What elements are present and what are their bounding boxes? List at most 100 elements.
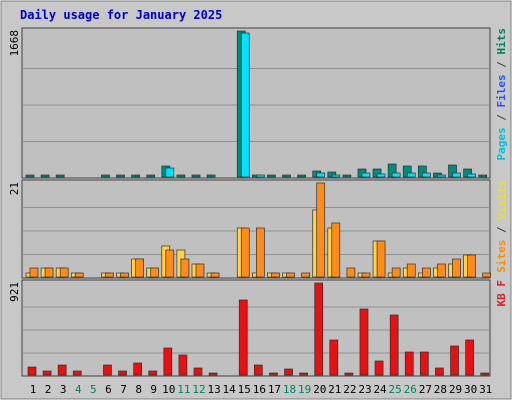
x-tick-label-24: 24	[373, 383, 387, 396]
x-tick-label-26: 26	[404, 383, 417, 396]
bar-middle-day-20-series-2	[316, 182, 326, 278]
bar-bottom-day-3-series-1	[57, 364, 67, 376]
bar-middle-day-19-series-2	[301, 272, 310, 278]
bar-middle-day-25-series-2	[391, 267, 401, 278]
bar-middle-day-30-series-2	[467, 254, 476, 278]
legend-part: /	[495, 220, 508, 240]
x-tick-label-3: 3	[60, 383, 67, 396]
bar-middle-day-12-series-2	[195, 263, 205, 278]
bar-bottom-day-1-series-1	[27, 366, 37, 376]
bar-bottom-day-24-series-1	[374, 360, 384, 376]
plot-area-middle	[21, 179, 491, 279]
bar-middle-day-3-series-2	[59, 267, 69, 278]
bar-middle-day-13-series-2	[210, 272, 220, 278]
x-tick-label-8: 8	[135, 383, 142, 396]
x-tick-label-21: 21	[328, 383, 341, 396]
bar-middle-day-21-series-2	[331, 222, 341, 278]
bar-bottom-day-15-series-1	[238, 299, 248, 376]
bar-top-day-3-series-1	[55, 174, 65, 178]
bar-middle-day-28-series-2	[437, 263, 446, 278]
bar-top-day-19-series-1	[297, 174, 306, 178]
bar-top-day-9-series-1	[146, 174, 156, 178]
bar-bottom-day-20-series-1	[314, 282, 324, 376]
x-tick-label-30: 30	[464, 383, 477, 396]
bar-bottom-day-13-series-1	[208, 372, 218, 376]
bar-bottom-day-21-series-1	[329, 339, 339, 376]
bar-top-day-30-series-2	[467, 173, 476, 178]
bar-middle-day-18-series-2	[286, 272, 295, 278]
bar-bottom-day-26-series-1	[404, 351, 414, 376]
panel-middle: 21 Sites / Visits	[8, 179, 508, 279]
chart-title: Daily usage for January 2025	[20, 8, 222, 22]
axis-max-label-bottom: 921	[8, 282, 21, 302]
bar-top-day-17-series-1	[267, 174, 276, 178]
legend-part: Sites	[495, 240, 508, 273]
legend-part: Files	[495, 74, 508, 107]
plot-area-bottom	[21, 279, 491, 377]
x-tick-label-5: 5	[90, 383, 97, 396]
bar-middle-day-24-series-2	[376, 240, 386, 278]
x-tick-label-20: 20	[313, 383, 326, 396]
x-tick-label-2: 2	[45, 383, 52, 396]
bar-middle-day-4-series-2	[74, 272, 84, 278]
bar-bottom-day-23-series-1	[359, 308, 369, 376]
bar-bottom-day-11-series-1	[178, 354, 188, 376]
bar-top-day-24-series-2	[376, 173, 386, 178]
bar-middle-day-29-series-2	[452, 258, 461, 278]
x-tick-label-10: 10	[162, 383, 175, 396]
bar-middle-day-10-series-2	[165, 249, 175, 278]
x-tick-label-22: 22	[343, 383, 356, 396]
bar-top-day-22-series-1	[342, 174, 352, 178]
bar-bottom-day-18-series-1	[284, 368, 293, 376]
bar-bottom-day-7-series-1	[118, 370, 127, 376]
bar-top-day-18-series-1	[282, 174, 291, 178]
x-tick-label-29: 29	[449, 383, 462, 396]
bar-middle-day-26-series-2	[406, 263, 416, 278]
bar-top-day-26-series-2	[406, 172, 416, 178]
x-tick-label-4: 4	[75, 383, 82, 396]
bar-top-day-21-series-2	[331, 174, 341, 178]
bar-middle-day-27-series-2	[421, 267, 431, 278]
x-tick-label-14: 14	[223, 383, 237, 396]
bar-bottom-day-19-series-1	[299, 372, 308, 376]
legend-part: Pages	[495, 127, 508, 160]
bar-bottom-day-8-series-1	[133, 362, 142, 376]
x-tick-label-17: 17	[268, 383, 281, 396]
bar-top-day-20-series-2	[316, 172, 326, 178]
bar-middle-day-22-series-2	[346, 267, 356, 278]
bar-top-day-13-series-1	[206, 174, 216, 178]
bar-middle-day-17-series-2	[271, 272, 280, 278]
bar-middle-day-16-series-2	[256, 227, 265, 278]
bar-middle-day-9-series-2	[150, 267, 160, 278]
axis-max-label-top: 1668	[8, 30, 21, 57]
bar-middle-day-15-series-2	[240, 227, 250, 278]
x-tick-label-18: 18	[283, 383, 296, 396]
bar-bottom-day-16-series-1	[254, 364, 263, 376]
bar-bottom-day-29-series-1	[450, 345, 459, 376]
bar-middle-day-2-series-2	[44, 267, 54, 278]
bar-middle-day-1-series-2	[29, 267, 39, 278]
side-legend-top: Pages / Files / Hits	[495, 28, 508, 161]
panel-top: 1668 Pages / Files / Hits	[8, 27, 508, 179]
x-tick-label-19: 19	[298, 383, 311, 396]
axis-max-label-middle: 21	[8, 182, 21, 195]
bar-bottom-day-28-series-1	[435, 367, 444, 376]
bar-bottom-day-9-series-1	[148, 370, 158, 376]
bar-bottom-day-27-series-1	[419, 351, 429, 376]
bar-top-day-2-series-1	[40, 174, 50, 178]
bar-middle-day-7-series-2	[120, 272, 129, 278]
x-tick-label-12: 12	[192, 383, 205, 396]
x-tick-label-15: 15	[238, 383, 251, 396]
bar-middle-day-8-series-2	[135, 258, 144, 278]
bar-top-day-16-series-2	[256, 174, 265, 178]
x-tick-label-23: 23	[358, 383, 371, 396]
x-tick-label-31: 31	[479, 383, 492, 396]
bar-middle-day-6-series-2	[105, 272, 114, 278]
x-tick-label-28: 28	[434, 383, 447, 396]
bar-bottom-day-2-series-1	[42, 370, 52, 376]
bar-bottom-day-17-series-1	[269, 372, 278, 376]
x-tick-label-9: 9	[150, 383, 157, 396]
x-tick-label-6: 6	[105, 383, 112, 396]
